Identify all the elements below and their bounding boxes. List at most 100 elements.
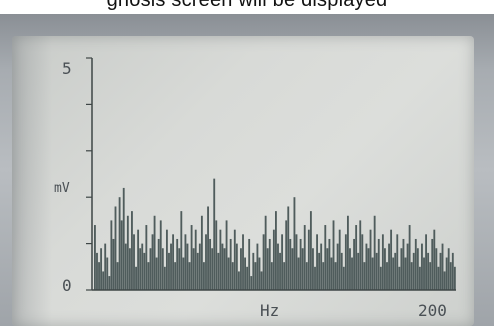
spectrum-bar — [116, 262, 119, 290]
spectrum-bar — [235, 243, 238, 290]
spectrum-bar — [213, 178, 216, 290]
spectrum-bar — [357, 252, 360, 290]
spectrum-bar — [396, 234, 399, 290]
spectrum-bar — [336, 243, 339, 290]
spectrum-bar — [108, 276, 111, 290]
spectrum-bar — [231, 262, 234, 290]
spectrum-bar — [332, 220, 335, 290]
spectrum-bar — [297, 257, 300, 290]
spectrum-bar — [186, 243, 189, 290]
spectrum-bar — [414, 238, 417, 290]
spectrum-bar — [303, 225, 306, 290]
spectrum-bar — [137, 229, 140, 290]
spectrum-bar — [194, 229, 197, 290]
spectrum-bar — [200, 215, 203, 290]
spectrum-bar — [361, 234, 364, 290]
spectrum-bar — [408, 225, 411, 290]
spectrum-bar — [106, 257, 109, 290]
spectrum-bar — [174, 262, 177, 290]
device-bezel: 5 mV 0 Hz 200 — [0, 14, 494, 326]
spectrum-bar — [270, 262, 273, 290]
spectrum-bar — [451, 252, 454, 290]
spectrum-bar — [223, 248, 226, 290]
spectrum-bar — [98, 262, 100, 290]
spectrum-bar — [423, 257, 425, 290]
y-axis-label: mV — [54, 181, 70, 196]
spectrum-bar — [254, 262, 257, 290]
spectrum-bar — [268, 238, 271, 290]
spectrum-bar — [112, 238, 115, 290]
spectrum-bar — [359, 220, 362, 290]
spectrum-bar — [229, 238, 232, 290]
spectrum-bar — [264, 215, 267, 290]
spectrum-bar — [153, 215, 156, 290]
spectrum-bar — [126, 215, 129, 290]
spectrum-bar — [211, 248, 214, 290]
spectrum-bar — [289, 238, 292, 290]
spectrum-bar — [318, 252, 321, 290]
spectrum-bar — [375, 252, 378, 290]
spectrum-bar — [377, 238, 380, 290]
spectrum-bar — [398, 266, 401, 290]
spectrum-bar — [367, 248, 370, 290]
spectrum-bar — [287, 206, 290, 290]
spectrum-chart: 5 mV 0 Hz 200 — [54, 57, 456, 320]
spectrum-bar — [221, 243, 224, 290]
spectrum-bar — [355, 225, 358, 290]
spectrum-bar — [244, 257, 246, 290]
spectrum-bar — [178, 248, 181, 290]
spectrum-bar — [242, 234, 244, 290]
spectrum-bar — [406, 243, 409, 290]
spectrum-bar — [342, 266, 345, 290]
spectrum-bar — [340, 252, 343, 290]
spectrum-bar — [299, 238, 302, 290]
spectrum-bar — [429, 262, 432, 290]
spectrum-bar — [203, 262, 205, 290]
spectrum-bar — [114, 206, 117, 290]
spectrum-bar — [124, 243, 127, 290]
spectrum-bar — [435, 248, 438, 290]
spectrum-bar — [122, 187, 125, 290]
x-tick-max: 200 — [418, 301, 447, 320]
spectrum-bar — [322, 262, 325, 290]
spectrum-bar — [143, 252, 146, 290]
spectrum-bar — [225, 220, 228, 290]
spectrum-bar — [363, 262, 366, 290]
spectrum-bar — [182, 257, 185, 290]
spectrum-bar — [400, 248, 403, 290]
spectrum-bar — [320, 243, 323, 290]
spectrum-bar — [324, 225, 327, 290]
caption-text: gnosis screen will be displayed — [106, 0, 388, 11]
spectrum-bar — [371, 257, 374, 290]
spectrum-bar — [388, 243, 390, 290]
spectrum-bar — [190, 225, 193, 290]
spectrum-bar — [237, 271, 240, 290]
spectrum-bar — [96, 252, 98, 290]
spectrum-bar — [433, 229, 436, 290]
spectrum-bar — [328, 238, 331, 290]
lcd-screen: 5 mV 0 Hz 200 — [12, 36, 474, 326]
spectrum-bar — [135, 266, 137, 290]
spectrum-bar — [386, 262, 388, 290]
spectrum-bar — [272, 229, 275, 290]
spectrum-bar — [205, 234, 207, 290]
spectrum-bar — [172, 234, 175, 290]
spectrum-bar — [349, 248, 351, 290]
spectrum-bar — [379, 266, 382, 290]
spectrum-bar — [176, 238, 179, 290]
spectrum-bar — [445, 257, 448, 290]
spectrum-bar — [295, 234, 298, 290]
spectrum-bar — [301, 248, 304, 290]
spectrum-bar — [416, 248, 419, 290]
spectrum-bar — [250, 276, 253, 290]
spectrum-bar — [305, 262, 308, 290]
spectrum-bar — [215, 220, 218, 290]
spectrum-bar — [128, 248, 131, 290]
spectrum-bar — [344, 234, 347, 290]
spectrum-bar — [431, 238, 434, 290]
spectrum-bar — [439, 252, 442, 290]
screen-shadow — [12, 36, 52, 326]
spectrum-bar — [365, 243, 368, 290]
spectrum-bar — [145, 225, 148, 290]
spectrum-bar — [418, 266, 421, 290]
